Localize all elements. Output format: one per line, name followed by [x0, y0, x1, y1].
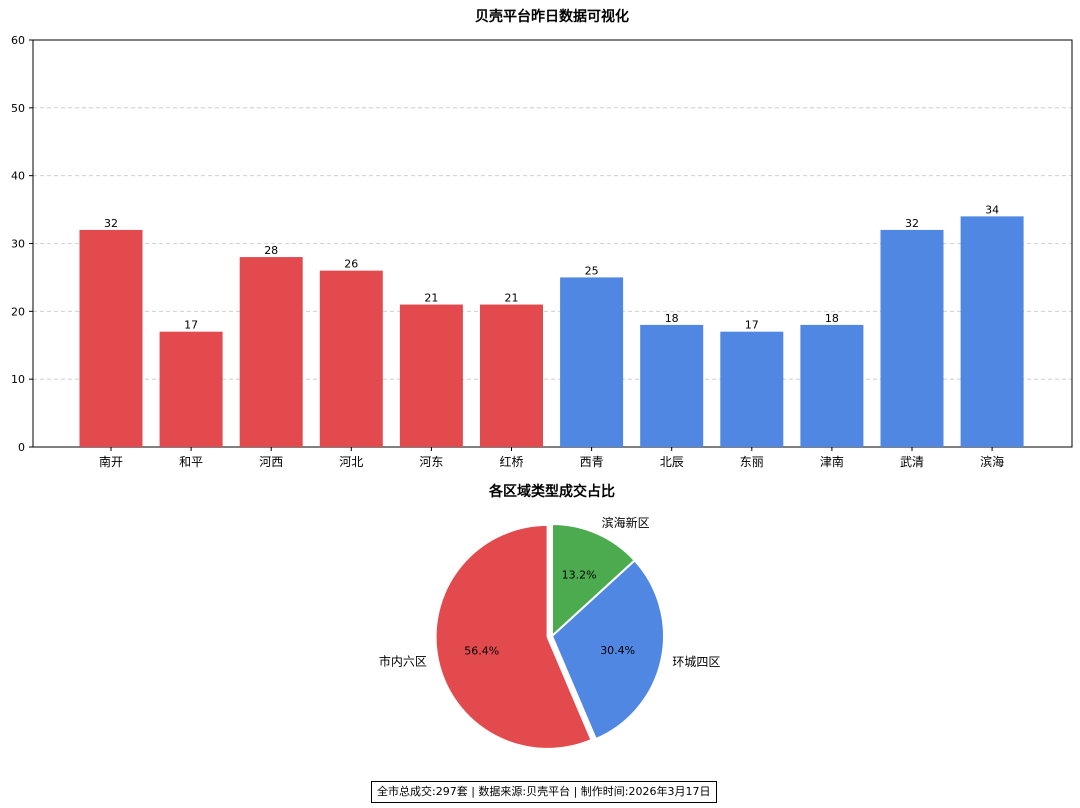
bar-value-label: 18 — [665, 312, 679, 325]
bar-value-label: 32 — [905, 217, 919, 230]
pie-slice — [550, 558, 665, 741]
pie-slice — [551, 522, 637, 639]
bar — [880, 229, 944, 447]
pie-chart: 56.4% 市内六区 30.4% 环城四区 13.2% 滨海新区 — [379, 515, 720, 750]
bar — [560, 277, 624, 447]
bar-value-label: 18 — [825, 312, 839, 325]
bar — [480, 304, 543, 447]
bar — [960, 216, 1024, 447]
y-tick-label: 40 — [11, 170, 25, 183]
y-tick-label: 60 — [11, 34, 25, 47]
bar — [800, 324, 864, 447]
x-tick-label: 武清 — [900, 455, 924, 469]
pie-chart-title: 各区域类型成交占比 — [488, 483, 615, 500]
x-tick-label: 南开 — [99, 454, 123, 469]
bar-value-label: 17 — [184, 319, 198, 332]
pie-category-label: 滨海新区 — [602, 515, 650, 530]
bar — [159, 331, 223, 447]
bar-value-label: 17 — [745, 319, 759, 332]
bar-value-label: 32 — [104, 217, 118, 230]
y-tick-label: 10 — [11, 373, 25, 386]
y-tick-label: 20 — [11, 305, 25, 318]
pie-category-label: 环城四区 — [672, 655, 720, 669]
bar — [399, 304, 463, 447]
bar — [239, 257, 303, 447]
bar — [319, 270, 383, 447]
footer-note: 全市总成交:297套 | 数据来源:贝壳平台 | 制作时间:2026年3月17日 — [371, 781, 717, 803]
bar-chart-axes: 0 10 20 30 40 50 60 南开 和平 河西 河北 河东 红桥 西青 北辰 东丽 津南 武清 滨海 — [11, 34, 1073, 469]
pie-percent-label: 56.4% — [464, 644, 499, 657]
x-tick-label: 滨海 — [980, 454, 1004, 469]
y-tick-label: 30 — [11, 238, 25, 251]
x-tick-label: 河北 — [339, 455, 363, 469]
pie-slice — [434, 523, 593, 750]
bar-value-label: 28 — [264, 244, 278, 257]
plot-frame — [32, 39, 1073, 448]
bar-chart-grid — [33, 107, 1072, 380]
y-tick-label: 50 — [11, 102, 25, 115]
bar-chart-bars: 32 17 28 26 21 21 25 18 17 18 32 34 — [79, 203, 1024, 447]
bar-value-label: 34 — [985, 203, 999, 216]
bar-value-label: 21 — [505, 292, 519, 305]
pie-percent-label: 13.2% — [562, 568, 597, 581]
bar-value-label: 26 — [344, 258, 358, 271]
x-tick-label: 和平 — [179, 455, 203, 469]
bar — [79, 229, 143, 447]
x-tick-label: 津南 — [820, 454, 844, 469]
bar-chart-title: 贝壳平台昨日数据可视化 — [475, 8, 629, 25]
x-tick-label: 西青 — [580, 455, 604, 469]
pie-percent-label: 30.4% — [600, 644, 635, 657]
bar — [640, 324, 704, 447]
pie-category-label: 市内六区 — [379, 653, 427, 668]
bar — [720, 331, 784, 447]
bar-value-label: 25 — [585, 264, 599, 277]
x-tick-label: 河西 — [259, 455, 283, 469]
x-tick-label: 红桥 — [499, 454, 523, 469]
y-tick-label: 0 — [18, 441, 25, 454]
x-tick-label: 河东 — [419, 455, 443, 469]
bar-value-label: 21 — [424, 292, 438, 305]
x-tick-label: 北辰 — [660, 455, 684, 469]
chart-canvas: 贝壳平台昨日数据可视化 0 10 20 30 40 50 60 南开 和平 河西 河北 河东 红桥 西青 北… — [11, 8, 1073, 750]
x-tick-label: 东丽 — [740, 455, 764, 469]
